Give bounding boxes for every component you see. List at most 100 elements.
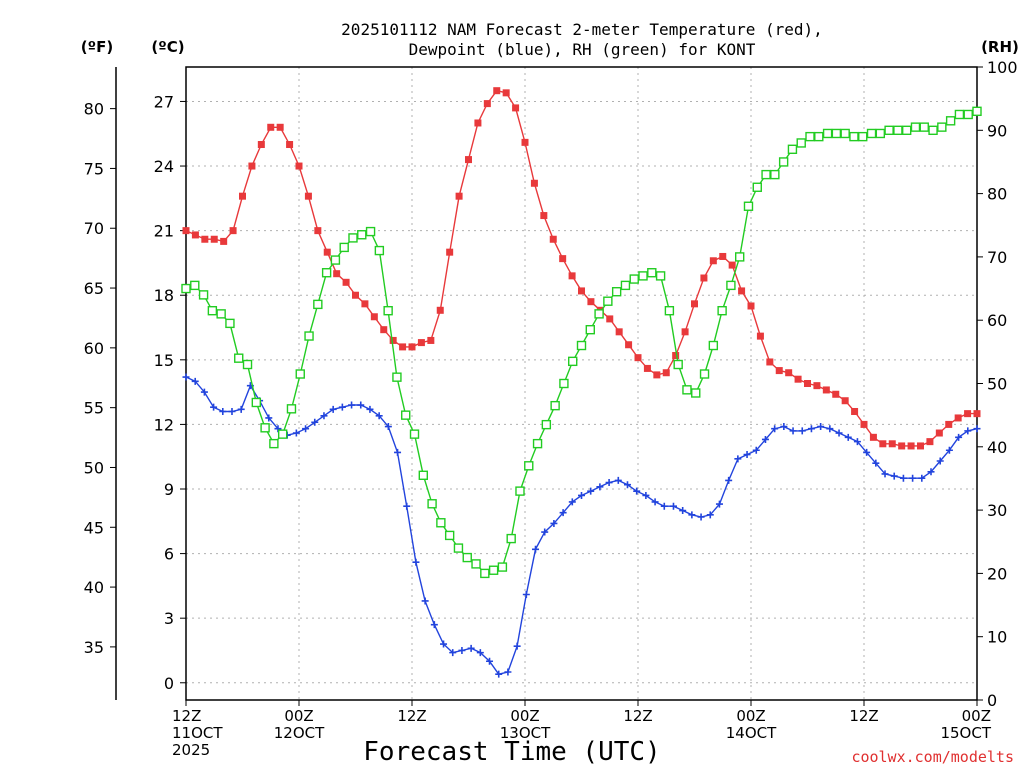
x-tick-time-label: 12Z <box>849 707 878 725</box>
fahrenheit-tick-label: 40 <box>84 578 104 597</box>
dewpoint-data-point <box>338 403 346 411</box>
rh-data-point <box>506 533 516 544</box>
temperature-data-point <box>446 248 454 256</box>
dewpoint-data-point <box>522 591 530 598</box>
dewpoint-data-point <box>513 642 521 650</box>
celsius-tick-label: 27 <box>154 92 174 111</box>
temperature-data-point <box>389 336 397 344</box>
temperature-data-point <box>380 326 388 334</box>
dewpoint-data-point <box>890 472 898 480</box>
dewpoint-data-point <box>302 425 310 433</box>
temperature-data-point <box>483 100 491 108</box>
dewpoint-data-point <box>863 448 871 456</box>
rh-data-point <box>585 324 595 335</box>
fahrenheit-tick-label: 70 <box>84 219 104 238</box>
rh-data-point <box>207 306 218 316</box>
rh-data-point <box>901 125 912 136</box>
rh-data-point <box>620 280 631 291</box>
dewpoint-data-point <box>440 640 448 648</box>
rh-data-point <box>699 369 710 379</box>
rh-data-point <box>673 359 683 370</box>
temperature-data-point <box>794 375 802 383</box>
dewpoint-data-point <box>559 509 567 517</box>
temperature-data-point <box>276 123 284 131</box>
rh-data-point <box>647 268 657 278</box>
rh-data-point <box>735 252 745 262</box>
rh-tick-label: 20 <box>987 564 1007 583</box>
x-tick-date-label: 12OCT <box>274 724 325 742</box>
temperature-data-point <box>869 433 877 441</box>
rh-data-point <box>269 438 279 449</box>
temperature-data-point <box>465 156 472 164</box>
temperature-data-point <box>370 313 378 321</box>
dewpoint-data-point <box>706 511 714 519</box>
x-tick-date-label: 14OCT <box>726 724 777 742</box>
rh-data-point <box>418 470 428 480</box>
x-tick-time-label: 00Z <box>510 707 539 725</box>
dewpoint-data-point <box>614 476 622 484</box>
dewpoint-data-point <box>200 388 208 396</box>
x-tick-time-label: 12Z <box>172 707 201 725</box>
plot-frame <box>185 66 978 701</box>
rh-data-point <box>611 287 622 297</box>
temperature-data-point <box>352 291 359 299</box>
dewpoint-data-point <box>669 502 677 510</box>
dewpoint-data-point <box>228 407 236 415</box>
dewpoint-data-point <box>495 670 503 678</box>
fahrenheit-tick-label: 65 <box>84 279 104 298</box>
rh-data-point <box>840 128 850 139</box>
rh-data-point <box>444 530 455 541</box>
chart-title-line2: Dewpoint (blue), RH (green) for KONT <box>409 40 756 59</box>
temperature-data-point <box>502 89 510 97</box>
temperature-data-point <box>747 302 755 310</box>
rh-data-point <box>190 280 200 291</box>
rh-data-point <box>330 255 341 265</box>
temperature-data-point <box>898 442 906 450</box>
dewpoint-data-point <box>807 425 815 433</box>
temperature-data-point <box>841 397 849 405</box>
rh-data-point <box>664 306 675 316</box>
dewpoint-data-point <box>688 511 696 519</box>
dewpoint-data-point <box>798 427 806 435</box>
temperature-data-point <box>606 315 614 323</box>
rh-data-point <box>365 226 376 237</box>
dewpoint-data-point <box>771 425 779 433</box>
dewpoint-data-point <box>835 429 843 437</box>
temperature-data-point <box>248 162 256 170</box>
dewpoint-data-point <box>651 498 659 506</box>
rh-data-point <box>770 169 780 180</box>
dewpoint-data-point <box>780 423 788 431</box>
credit-link[interactable]: coolwx.com/modelts <box>851 748 1014 766</box>
temperature-data-point <box>643 364 651 372</box>
rh-data-point <box>972 106 982 117</box>
celsius-tick-label: 3 <box>164 609 174 628</box>
temperature-data-point <box>935 429 943 437</box>
dewpoint-data-point <box>191 377 199 385</box>
temperature-data-point <box>201 235 209 243</box>
temperature-data-point <box>926 438 934 446</box>
temperature-data-point <box>521 138 529 146</box>
rh-data-point <box>225 318 235 329</box>
rh-data-point <box>805 131 815 142</box>
dewpoint-data-point <box>936 457 944 465</box>
temperature-data-point <box>257 141 265 149</box>
fahrenheit-tick-label: 45 <box>84 518 104 537</box>
dewpoint-data-point <box>311 418 319 426</box>
dewpoint-data-point <box>973 425 981 433</box>
dewpoint-data-point <box>504 668 512 676</box>
rh-data-point <box>752 182 762 192</box>
temperature-data-point <box>634 354 642 362</box>
temperature-data-point <box>681 328 689 336</box>
x-tick-time-label: 00Z <box>736 707 765 725</box>
fahrenheit-tick-label: 80 <box>84 100 104 119</box>
fahrenheit-tick-label: 55 <box>84 399 104 418</box>
celsius-tick-label: 9 <box>164 480 174 499</box>
temperature-data-point <box>417 339 425 347</box>
dewpoint-data-point <box>752 446 760 454</box>
temperature-data-point <box>917 442 924 450</box>
temperature-data-point <box>304 192 312 200</box>
rh-data-point <box>550 400 560 411</box>
dewpoint-data-point <box>660 502 668 510</box>
chart-title-line1: 2025101112 NAM Forecast 2-meter Temperat… <box>341 20 823 39</box>
rh-data-point <box>884 125 894 136</box>
